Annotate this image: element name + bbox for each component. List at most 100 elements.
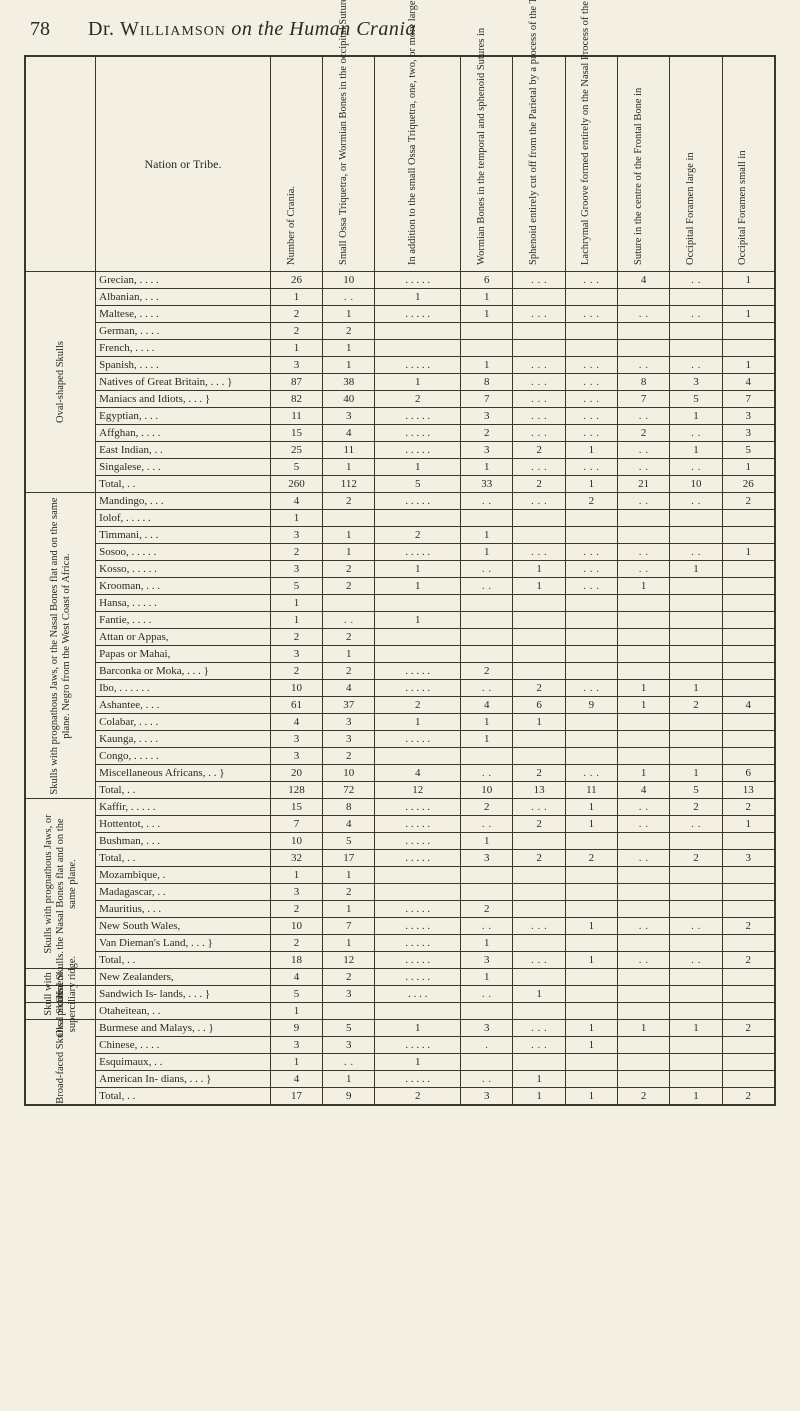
data-cell: 2 [513,850,565,867]
data-cell [375,1003,461,1020]
data-cell: . . [670,306,722,323]
data-cell: 10 [670,476,722,493]
table-row: Fantie, . . . .1. .1 [25,612,775,629]
nation-cell: Affghan, . . . . [96,425,271,442]
data-cell: 1 [722,306,775,323]
data-cell [722,680,775,697]
data-cell: . . . [565,680,617,697]
table-row: Madagascar, . .32 [25,884,775,901]
data-cell [565,1071,617,1088]
data-cell: 2 [670,850,722,867]
data-cell: 87 [270,374,322,391]
table-row: Kosso, . . . . .321. .1. . .. .1 [25,561,775,578]
data-cell: 3 [323,731,375,748]
nation-cell: Total, . . [96,850,271,867]
data-cell: 6 [513,697,565,714]
data-cell: 38 [323,374,375,391]
data-cell [565,629,617,646]
data-cell: 2 [722,918,775,935]
nation-cell: Total, . . [96,1088,271,1106]
table-row: Skulls with prognathous Jaws, or the Nas… [25,799,775,816]
table-row: Miscellaneous Africans, . . }20104. .2. … [25,765,775,782]
data-cell: 2 [323,629,375,646]
data-cell: . . . [513,459,565,476]
data-cell: 4 [722,374,775,391]
data-cell: 61 [270,697,322,714]
data-cell: . . . [565,425,617,442]
data-cell: . . . [513,408,565,425]
data-cell: 2 [270,544,322,561]
nation-cell: French, . . . . [96,340,271,357]
data-cell [670,1003,722,1020]
table-row: Egyptian, . . .113. . . . .3. . .. . .. … [25,408,775,425]
data-cell: 2 [270,935,322,952]
data-cell: . . . [513,272,565,289]
data-cell: 2 [722,1088,775,1106]
data-cell: . . . [513,357,565,374]
data-cell: 6 [461,272,513,289]
data-cell: . . . . . [375,544,461,561]
data-cell [618,935,670,952]
page-header: 78 Dr. Williamson on the Human Crania [24,18,776,41]
data-cell: 5 [722,442,775,459]
nation-cell: Natives of Great Britain, . . . } [96,374,271,391]
data-cell: 112 [323,476,375,493]
table-row: Bushman, . . .105. . . . .1 [25,833,775,850]
data-cell: 1 [513,986,565,1003]
data-cell: 3 [461,442,513,459]
nation-cell: Maniacs and Idiots, . . . } [96,391,271,408]
data-cell: 5 [270,578,322,595]
group-header-blank [25,56,96,272]
data-cell [722,986,775,1003]
data-cell: . . . [565,765,617,782]
data-cell [618,714,670,731]
data-cell [618,527,670,544]
table-row: Maltese, . . . .21. . . . .1. . .. . .. … [25,306,775,323]
data-cell: 4 [270,493,322,510]
data-cell: 2 [513,680,565,697]
nation-cell: Spanish, . . . . [96,357,271,374]
data-cell: 1 [375,578,461,595]
nation-cell: Van Dieman's Land, . . . } [96,935,271,952]
data-cell: 3 [670,374,722,391]
data-cell [565,663,617,680]
data-cell: 4 [618,272,670,289]
data-cell: 1 [461,289,513,306]
data-cell [461,612,513,629]
data-cell [722,629,775,646]
data-cell: 1 [461,459,513,476]
data-cell: 1 [565,1088,617,1106]
data-cell [618,1003,670,1020]
data-cell: . . . [513,1037,565,1054]
data-cell: 2 [513,442,565,459]
data-cell: 25 [270,442,322,459]
nation-cell: Egyptian, . . . [96,408,271,425]
nation-cell: Bushman, . . . [96,833,271,850]
table-row: Ibo, . . . . . .104. . . . .. .2. . .11 [25,680,775,697]
nation-cell: Colabar, . . . . [96,714,271,731]
data-cell: 5 [323,1020,375,1037]
data-cell [513,340,565,357]
data-cell [722,833,775,850]
data-cell: . . . . [375,986,461,1003]
data-cell: 1 [323,544,375,561]
data-cell: 20 [270,765,322,782]
data-cell: 1 [461,544,513,561]
data-cell: 1 [270,595,322,612]
data-cell: 9 [565,697,617,714]
total-row: Total, . .3217. . . . .322. .23 [25,850,775,867]
data-cell [618,833,670,850]
nation-cell: Attan or Appas, [96,629,271,646]
data-cell: 1 [375,561,461,578]
data-cell: 10 [270,833,322,850]
table-row: Attan or Appas,22 [25,629,775,646]
data-cell: 1 [513,714,565,731]
data-cell: 4 [270,969,322,986]
data-cell: 1 [722,357,775,374]
table-row: Maniacs and Idiots, . . . }824027. . .. … [25,391,775,408]
data-cell: 6 [722,765,775,782]
data-cell: 1 [565,918,617,935]
data-cell: 2 [513,476,565,493]
nation-cell: Papas or Mahai, [96,646,271,663]
data-cell: . . [618,816,670,833]
